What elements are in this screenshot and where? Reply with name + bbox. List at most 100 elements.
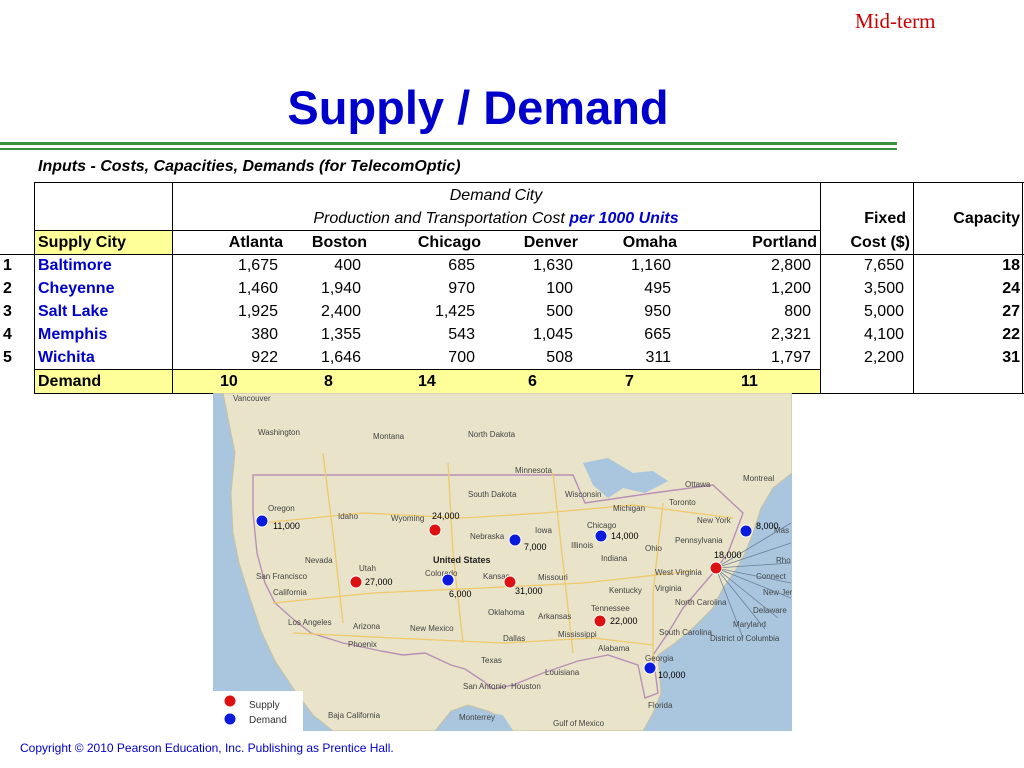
table-line xyxy=(1022,182,1023,394)
fixed-cost-cell: 3,500 xyxy=(863,280,904,297)
cost-cell: 508 xyxy=(546,349,573,366)
fixed-label-1: Fixed xyxy=(864,210,906,227)
place-label: Wisconsin xyxy=(565,490,601,499)
map-legend: Supply Demand xyxy=(213,691,303,731)
demand-marker-dot xyxy=(643,661,657,675)
demand-marker-dot xyxy=(441,573,455,587)
place-label: Florida xyxy=(648,701,673,710)
place-label: Gulf of Mexico xyxy=(553,719,605,728)
demand-value: 14 xyxy=(418,373,436,390)
place-label: Virginia xyxy=(655,584,682,593)
table-line xyxy=(913,182,914,394)
demand-label: Demand xyxy=(38,373,102,390)
column-header-denver: Denver xyxy=(523,234,578,251)
place-label: New Mexico xyxy=(410,624,454,633)
cost-cell: 2,800 xyxy=(770,257,811,274)
row-number: 4 xyxy=(3,326,12,343)
supply-marker-dot xyxy=(709,561,723,575)
copyright-footer: Copyright © 2010 Pearson Education, Inc.… xyxy=(20,741,394,755)
place-label: Toronto xyxy=(669,498,696,507)
baltimore-spokes xyxy=(715,522,792,639)
supply-city-header-bg xyxy=(35,231,172,254)
capacity-cell: 18 xyxy=(1002,257,1020,274)
supply-city-name: Baltimore xyxy=(38,257,112,274)
great-lakes xyxy=(583,458,668,498)
map-marker: 10,000 xyxy=(643,661,686,680)
marker-label: 14,000 xyxy=(611,531,639,541)
demand-marker-dot xyxy=(594,529,608,543)
place-label: New York xyxy=(697,516,732,525)
supply-city-label: Supply City xyxy=(38,234,127,251)
place-label: Ottawa xyxy=(685,480,711,489)
cost-cell: 2,321 xyxy=(770,326,811,343)
place-label: Alabama xyxy=(598,644,630,653)
demand-value: 8 xyxy=(324,373,333,390)
cost-label-prefix: Production and Transportation Cost xyxy=(313,210,565,227)
place-label: North Carolina xyxy=(675,598,727,607)
capacity-cell: 24 xyxy=(1002,280,1020,297)
cost-label: Production and Transportation Cost per 1… xyxy=(172,207,820,230)
place-label: Monterrey xyxy=(459,713,495,722)
place-label: Iowa xyxy=(535,526,552,535)
row-number: 5 xyxy=(3,349,12,366)
cost-cell: 685 xyxy=(448,257,475,274)
fixed-cost-cell: 7,650 xyxy=(863,257,904,274)
place-label: Arkansas xyxy=(538,612,571,621)
supply-marker-dot xyxy=(428,523,442,537)
slide-title: Supply / Demand xyxy=(287,81,669,134)
place-label: Los Angeles xyxy=(288,618,332,627)
place-label: Pennsylvania xyxy=(675,536,723,545)
row-number: 2 xyxy=(3,280,12,297)
title-divider-top xyxy=(0,142,897,145)
place-label: Indiana xyxy=(601,554,628,563)
map-marker: 22,000 xyxy=(593,614,638,628)
marker-label: 10,000 xyxy=(658,670,686,680)
cost-cell: 311 xyxy=(645,349,671,366)
supply-marker-dot xyxy=(349,575,363,589)
map-marker: 27,000 xyxy=(349,575,393,589)
place-label: Oklahoma xyxy=(488,608,525,617)
capacity-cell: 27 xyxy=(1002,303,1020,320)
cost-cell: 1,925 xyxy=(237,303,278,320)
title-divider-bottom xyxy=(0,148,897,150)
demand-marker-dot xyxy=(255,514,269,528)
place-label: West Virginia xyxy=(655,568,702,577)
place-label: Arizona xyxy=(353,622,381,631)
table-line xyxy=(0,254,1024,255)
place-label: South Dakota xyxy=(468,490,517,499)
us-map: Vancouver Washington Montana North Dakot… xyxy=(213,393,792,731)
supply-city-name: Memphis xyxy=(38,326,108,343)
cost-cell: 700 xyxy=(448,349,475,366)
supply-city-name: Wichita xyxy=(38,349,95,366)
demand-value: 7 xyxy=(625,373,634,390)
place-label: United States xyxy=(433,555,491,565)
supply-marker-dot xyxy=(503,575,517,589)
column-header-boston: Boston xyxy=(311,234,367,251)
place-label: Kentucky xyxy=(609,586,642,595)
place-label: Mississippi xyxy=(558,630,597,639)
place-label: Kansas xyxy=(483,572,510,581)
cost-cell: 1,160 xyxy=(630,257,671,274)
table-line xyxy=(172,182,173,394)
demand-label-bg xyxy=(35,370,172,393)
demand-value: 11 xyxy=(741,373,758,390)
cost-cell: 922 xyxy=(251,349,278,366)
place-label: Nebraska xyxy=(470,532,505,541)
map-roads xyxy=(260,452,734,673)
cost-cell: 100 xyxy=(546,280,573,297)
place-label: Connect xyxy=(756,572,787,581)
place-label: Louisiana xyxy=(545,668,580,677)
column-header-omaha: Omaha xyxy=(622,234,677,251)
map-marker: 18,000 xyxy=(709,550,742,575)
place-label: Delaware xyxy=(753,606,787,615)
place-label: Chicago xyxy=(587,521,617,530)
column-header-atlanta: Atlanta xyxy=(228,234,283,251)
cost-cell: 400 xyxy=(334,257,361,274)
gulf-water xyxy=(451,711,513,731)
place-label: Ohio xyxy=(645,544,662,553)
legend-supply-label: Supply xyxy=(249,700,280,711)
table-line xyxy=(34,230,172,231)
legend-supply-dot xyxy=(223,694,237,708)
cost-cell: 950 xyxy=(644,303,671,320)
cost-cell: 1,425 xyxy=(434,303,475,320)
